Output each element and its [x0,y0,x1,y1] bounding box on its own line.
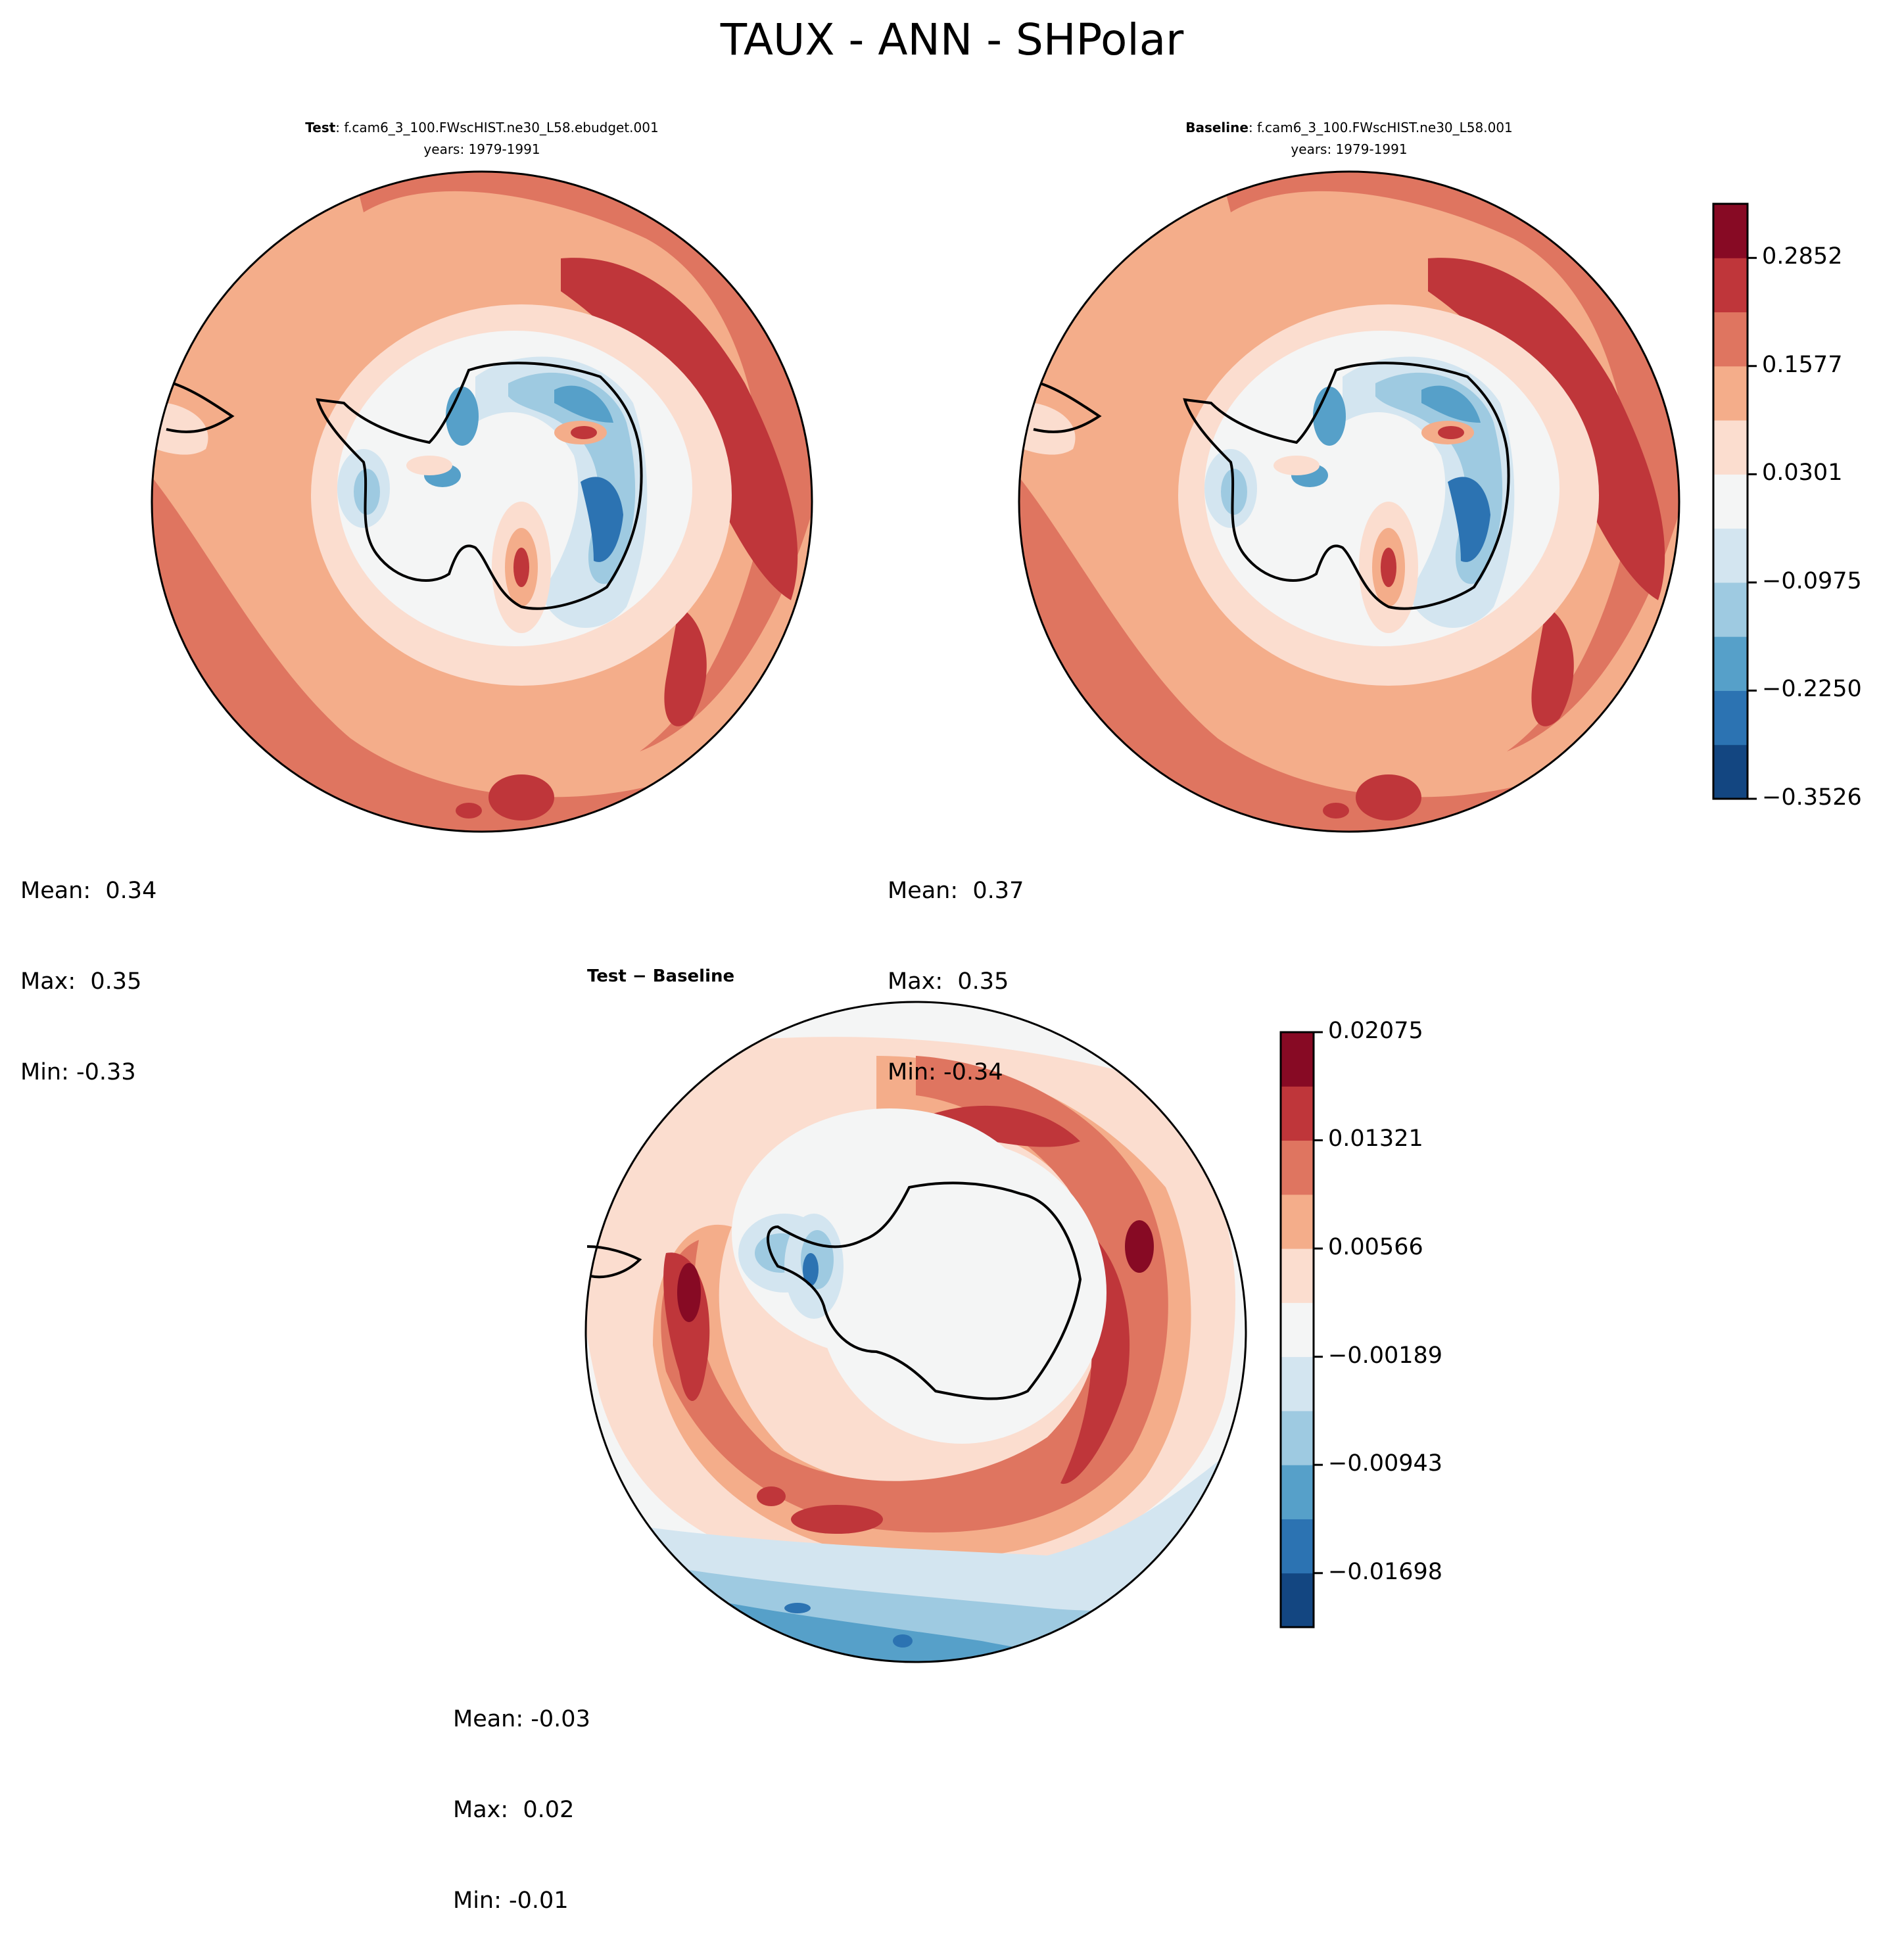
figure-title: TAUX - ANN - SHPolar [720,14,1184,65]
colorbar-bin [1281,1194,1314,1249]
baseline-polar-map [1007,160,1691,843]
colorbar-bin [1281,1032,1314,1087]
baseline-title-case: : f.cam6_3_100.FWscHIST.ne30_L58.001 [1248,120,1513,135]
cb-main-tick-label: 0.2852 [1762,243,1843,270]
colorbar-bin [1713,690,1748,746]
diff-panel-title: Test − Baseline [587,966,735,986]
colorbar-bin [1713,204,1748,258]
cb-diff-tick-label: 0.02075 [1328,1018,1423,1044]
cb-diff-tick-label: 0.01321 [1328,1126,1423,1152]
baseline-title-years: years: 1979-1991 [1291,141,1408,157]
colorbar-bin [1281,1519,1314,1574]
cb-diff-tick-label: −0.00189 [1328,1342,1443,1369]
colorbar-bin [1281,1465,1314,1519]
colorbar-diff [1279,1031,1323,1628]
colorbar-main-labels: 0.2852 0.1577 0.0301 −0.0975 −0.2250 −0.… [0,0,1862,811]
baseline-stats: Mean: 0.37 Max: 0.35 Min: -0.34 [888,815,1024,1118]
cb-diff-tick-label: −0.00943 [1328,1450,1443,1477]
colorbar-bin [1281,1410,1314,1465]
cb-diff-tick-label: 0.00566 [1328,1234,1423,1261]
colorbar-bin [1281,1248,1314,1303]
colorbar-bin [1713,744,1748,799]
baseline-min: Min: -0.34 [888,1059,1003,1085]
colorbar-main [1712,202,1757,800]
diff-max: Max: 0.02 [453,1797,575,1823]
baseline-panel-title: Baseline: f.cam6_3_100.FWscHIST.ne30_L58… [1020,117,1678,160]
diff-min: Min: -0.01 [453,1887,569,1914]
colorbar-bin [1281,1302,1314,1358]
colorbar-bin [1281,1573,1314,1628]
test-min: Min: -0.33 [20,1059,136,1085]
colorbar-bin [1713,636,1748,691]
colorbar-bin [1281,1086,1314,1141]
colorbar-bin [1281,1140,1314,1195]
test-max: Max: 0.35 [20,968,142,995]
test-title-case: : f.cam6_3_100.FWscHIST.ne30_L58.ebudget… [335,120,659,135]
colorbar-bin [1713,420,1748,475]
diff-mean: Mean: -0.03 [453,1706,590,1732]
cb-main-tick-label: −0.0975 [1762,567,1862,594]
baseline-mean: Mean: 0.37 [888,878,1024,904]
colorbar-bin [1713,474,1748,529]
cb-main-tick-label: 0.0301 [1762,460,1843,486]
colorbar-bin [1713,258,1748,313]
colorbar-bin [1713,582,1748,637]
test-title-years: years: 1979-1991 [423,141,540,157]
cb-main-tick-label: 0.1577 [1762,351,1843,378]
test-stats: Mean: 0.34 Max: 0.35 Min: -0.33 [20,815,156,1118]
colorbar-frame [1279,1031,1315,1628]
test-polar-map [140,160,824,843]
cb-main-tick-label: −0.3526 [1762,784,1862,811]
baseline-max: Max: 0.35 [888,968,1009,995]
cb-main-tick-label: −0.2250 [1762,676,1862,703]
test-title-bold: Test [305,120,336,135]
colorbar-bin [1281,1356,1314,1412]
maps-svg [0,0,1757,1663]
colorbar-bin [1713,366,1748,421]
baseline-title-bold: Baseline [1185,120,1249,135]
colorbar-bin [1713,312,1748,367]
test-mean: Mean: 0.34 [20,878,157,904]
cb-diff-tick-label: −0.01698 [1328,1558,1443,1585]
colorbar-diff-labels: 0.02075 0.01321 0.00566 −0.00189 −0.0094… [0,0,1442,1585]
diff-stats: Mean: -0.03 Max: 0.02 Min: -0.01 [453,1644,590,1946]
colorbar-bin [1713,528,1748,583]
diff-polar-map [584,1001,1247,1663]
colorbar-frame [1712,202,1749,800]
test-panel-title: Test: f.cam6_3_100.FWscHIST.ne30_L58.ebu… [153,117,811,160]
